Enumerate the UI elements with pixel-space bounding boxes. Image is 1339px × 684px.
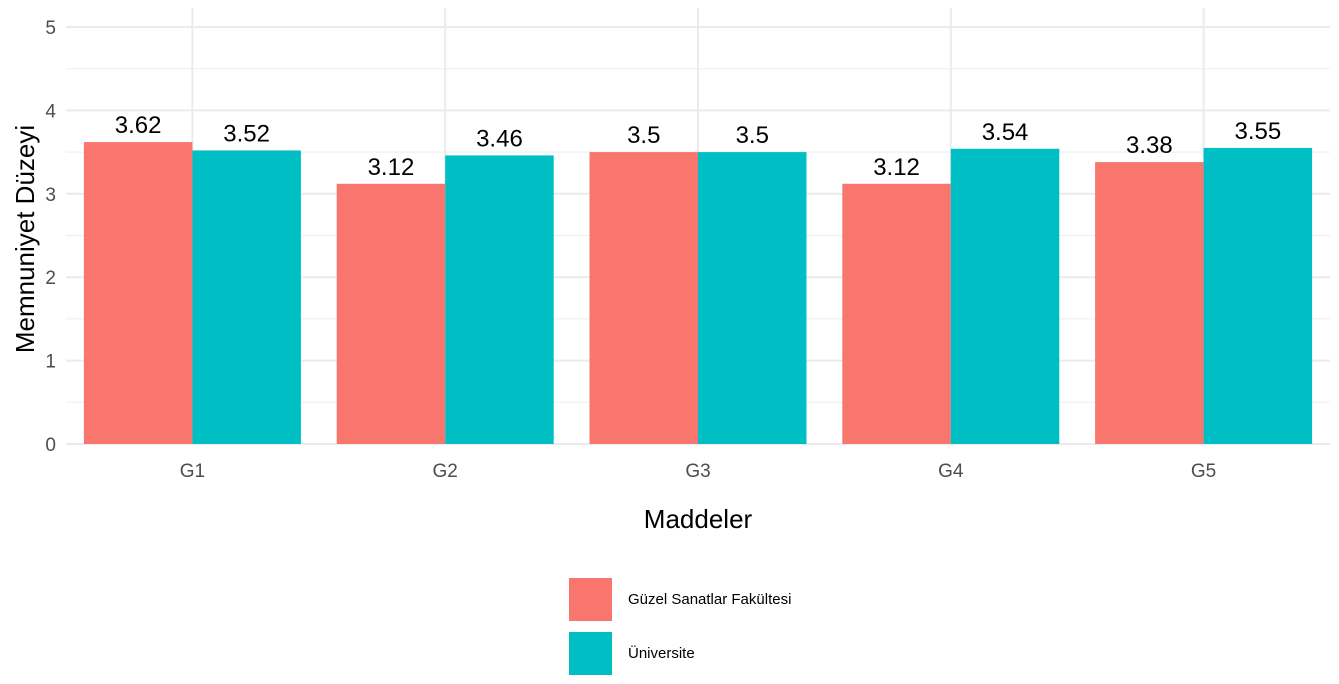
bar [950, 148, 1060, 444]
legend-item-universite: Üniversite [569, 630, 791, 676]
legend-item-guzel-sanatlar: Güzel Sanatlar Fakültesi [569, 576, 791, 622]
legend-key-guzel-sanatlar [569, 577, 612, 621]
legend-key-universite [569, 631, 612, 675]
x-tick-label: G5 [1191, 461, 1216, 482]
x-axis-ticks: G1 G2 G3 G4 G5 [180, 461, 1217, 482]
bar-value-label: 3.5 [736, 122, 769, 149]
bar-value-label: 3.52 [223, 120, 270, 147]
legend-label-guzel-sanatlar: Güzel Sanatlar Fakültesi [628, 590, 792, 608]
x-tick-label: G4 [938, 461, 964, 482]
legend: Güzel Sanatlar Fakültesi Üniversite [569, 576, 791, 684]
bar [1203, 147, 1313, 444]
bar [83, 142, 193, 445]
y-tick-label: 1 [45, 352, 56, 373]
x-tick-label: G2 [433, 461, 458, 482]
bar-value-label: 3.46 [476, 125, 523, 152]
bar-value-label: 3.55 [1234, 118, 1281, 145]
bar-value-label: 3.5 [627, 122, 660, 149]
bar-labels: 3.62 3.12 3.5 3.12 3.38 3.52 3.46 3.5 3.54 3.55 [115, 112, 1281, 181]
bar [842, 183, 951, 445]
y-tick-label: 2 [45, 268, 56, 289]
x-axis-title: Maddeler [644, 504, 753, 534]
y-tick-label: 0 [45, 435, 56, 456]
y-tick-label: 3 [45, 185, 56, 206]
bar-value-label: 3.12 [368, 154, 415, 181]
y-axis-title: Memnuniyet Düzeyi [10, 125, 40, 353]
bar [445, 155, 554, 444]
bars [83, 142, 1313, 445]
y-axis-ticks: 0 1 2 3 4 5 [45, 18, 56, 456]
bar [589, 152, 698, 444]
y-tick-label: 4 [45, 101, 56, 122]
bar [336, 183, 446, 445]
bar [192, 150, 301, 444]
bar [1095, 162, 1204, 444]
bar-value-label: 3.62 [115, 112, 162, 139]
legend-label-universite: Üniversite [628, 644, 695, 662]
x-tick-label: G1 [180, 461, 205, 482]
x-tick-label: G3 [685, 461, 710, 482]
bar-value-label: 3.54 [982, 119, 1029, 146]
bar-value-label: 3.38 [1126, 132, 1173, 159]
bar [698, 152, 807, 444]
bar-chart: 0 1 2 3 4 5 3.62 3.12 3.5 3.12 3.38 3.52 3.46 3.5 3.5… [10, 8, 1330, 534]
y-tick-label: 5 [45, 18, 56, 39]
bar-value-label: 3.12 [873, 154, 920, 181]
